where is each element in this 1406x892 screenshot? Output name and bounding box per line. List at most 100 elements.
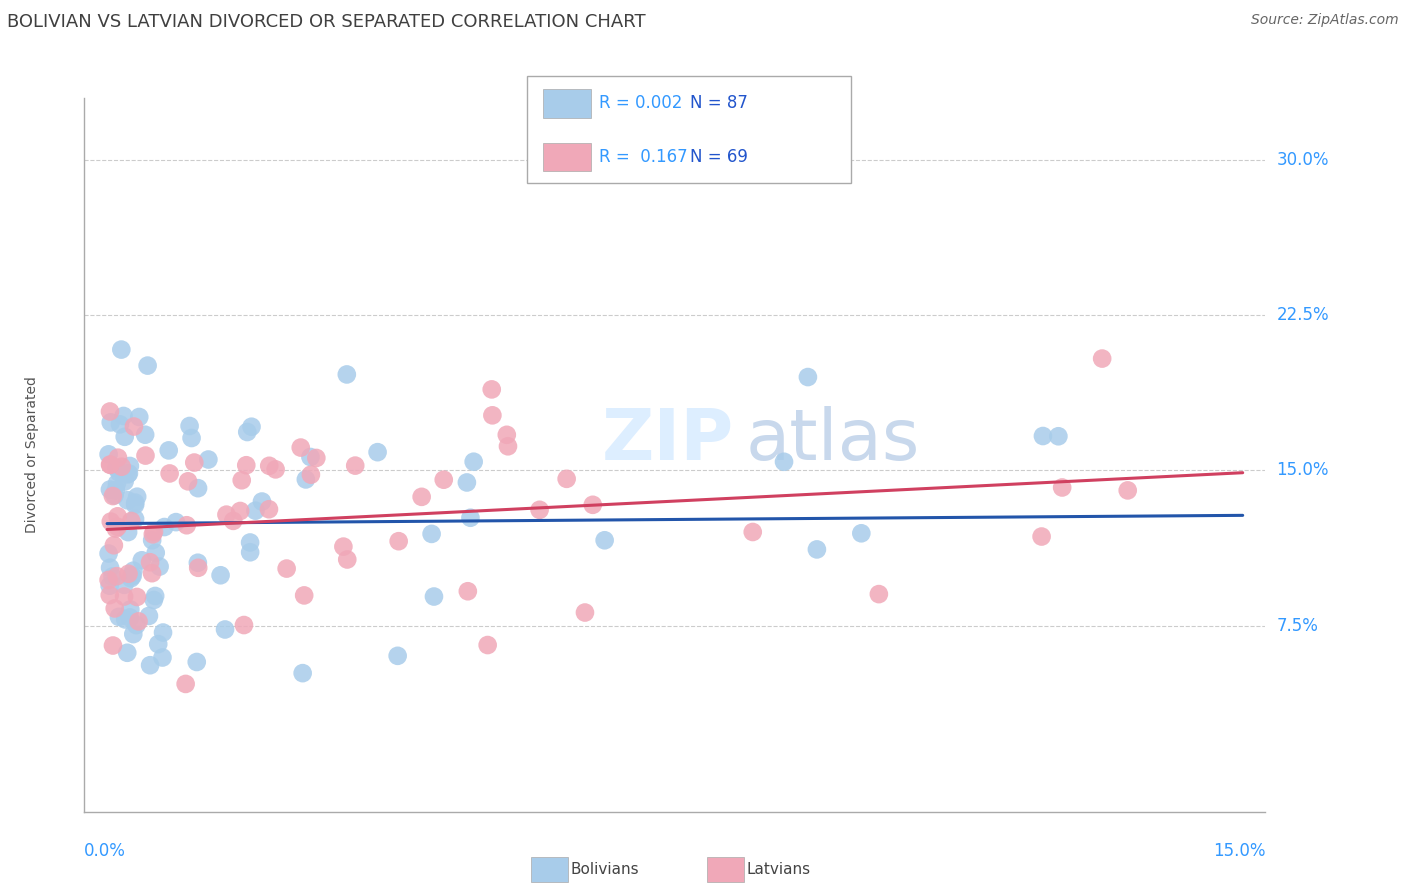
Point (101, 569, 124, 583)
Text: 22.5%: 22.5% (1277, 306, 1329, 325)
Point (98, 458, 121, 472)
Point (332, 540, 354, 554)
Point (555, 472, 578, 486)
Point (120, 571, 142, 585)
Point (131, 553, 153, 567)
Point (134, 427, 156, 442)
Text: 15.0%: 15.0% (1213, 842, 1265, 860)
Point (179, 419, 201, 434)
Point (388, 534, 411, 549)
Point (481, 383, 503, 397)
Point (143, 524, 166, 539)
Point (122, 627, 145, 641)
Point (112, 578, 135, 592)
Point (128, 409, 150, 424)
Point (152, 650, 174, 665)
Point (197, 452, 219, 467)
Point (157, 443, 180, 458)
Point (222, 514, 245, 528)
Point (1116, 483, 1139, 498)
Point (108, 466, 131, 480)
Point (460, 510, 482, 524)
Point (101, 639, 124, 653)
Point (98, 588, 121, 602)
Point (114, 612, 136, 626)
Point (127, 490, 149, 504)
Point (457, 584, 479, 599)
Point (433, 473, 456, 487)
Point (98, 483, 121, 497)
Point (245, 503, 267, 517)
Point (180, 431, 202, 445)
Point (111, 459, 134, 474)
Text: Divorced or Separated: Divorced or Separated (24, 376, 38, 533)
Point (104, 483, 127, 498)
Point (98, 458, 121, 472)
Point (108, 610, 131, 624)
Text: R =  0.167: R = 0.167 (599, 148, 688, 166)
Point (231, 473, 253, 487)
Point (177, 475, 200, 489)
Point (112, 590, 135, 604)
Point (138, 608, 160, 623)
Point (299, 450, 322, 464)
Point (98, 560, 121, 574)
Point (593, 533, 616, 548)
Point (187, 556, 209, 570)
Point (97, 447, 120, 461)
Point (149, 559, 172, 574)
Point (214, 623, 236, 637)
Point (582, 498, 605, 512)
Point (868, 587, 890, 601)
Point (117, 467, 139, 482)
Text: Bolivians: Bolivians (571, 863, 640, 877)
Text: Latvians: Latvians (747, 863, 811, 877)
Point (851, 526, 873, 541)
Point (387, 648, 409, 663)
Point (1091, 351, 1114, 366)
Point (236, 425, 259, 439)
Point (122, 419, 145, 434)
Point (117, 493, 139, 508)
Point (495, 427, 517, 442)
Text: ZIP: ZIP (602, 406, 734, 475)
Point (1047, 429, 1070, 443)
Point (125, 590, 148, 604)
Point (125, 618, 148, 632)
Point (463, 455, 485, 469)
Point (344, 458, 367, 473)
Point (141, 533, 163, 548)
Point (108, 417, 131, 432)
Point (104, 522, 127, 536)
Point (120, 514, 142, 528)
Text: 30.0%: 30.0% (1277, 151, 1329, 169)
Text: R = 0.002: R = 0.002 (599, 95, 682, 112)
Point (295, 472, 318, 486)
Point (100, 515, 122, 529)
Point (118, 467, 141, 481)
Point (159, 467, 181, 481)
Point (299, 467, 322, 482)
Point (411, 490, 433, 504)
Point (797, 370, 820, 384)
Point (143, 589, 166, 603)
Text: Source: ZipAtlas.com: Source: ZipAtlas.com (1251, 13, 1399, 28)
Point (741, 524, 763, 539)
Point (124, 512, 146, 526)
Point (107, 450, 129, 465)
Point (142, 593, 165, 607)
Point (367, 445, 389, 459)
Point (174, 677, 197, 691)
Point (148, 637, 170, 651)
Point (110, 343, 132, 357)
Point (153, 520, 176, 534)
Point (139, 658, 162, 673)
Point (187, 481, 209, 495)
Point (117, 525, 139, 540)
Point (98, 579, 121, 593)
Point (529, 503, 551, 517)
Point (1031, 529, 1053, 543)
Point (112, 409, 135, 423)
Point (128, 615, 150, 629)
Point (477, 638, 499, 652)
